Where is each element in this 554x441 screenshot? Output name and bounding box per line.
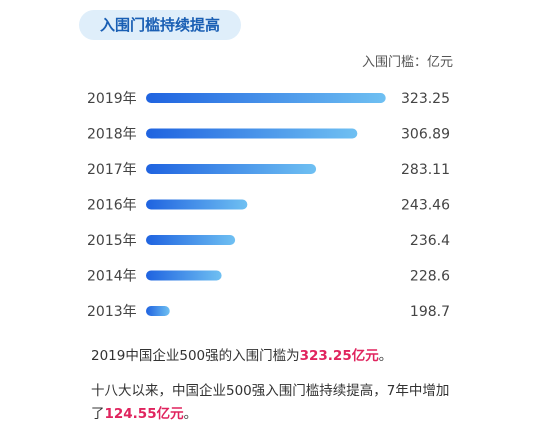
bar — [146, 306, 170, 316]
summary-line-1: 2019中国企业500强的入围门槛为323.25亿元。 — [91, 345, 459, 368]
summary-1-end: 。 — [378, 348, 393, 364]
bar — [146, 270, 222, 281]
unit-label: 入围门槛：亿元 — [361, 55, 453, 70]
value-label: 323.25 — [401, 91, 450, 107]
category-label: 2013年 — [87, 304, 137, 320]
bar — [146, 128, 358, 139]
summary-1-text: 2019中国企业500强的入围门槛为 — [91, 348, 300, 364]
summary-line-2: 十八大以来，中国企业500强入围门槛持续提高，7年中增加了124.55亿元。 — [91, 380, 459, 426]
value-label: 198.7 — [410, 304, 450, 320]
bar — [146, 93, 386, 103]
category-label: 2015年 — [87, 233, 137, 249]
value-label: 283.11 — [401, 162, 450, 178]
summary-2-end: 。 — [183, 406, 198, 422]
category-label: 2019年 — [87, 91, 137, 107]
threshold-2019-highlight: 323.25亿元 — [299, 348, 379, 364]
category-label: 2014年 — [87, 269, 137, 285]
value-label: 228.6 — [410, 269, 450, 285]
value-label: 306.89 — [401, 127, 450, 143]
bar — [146, 164, 317, 174]
category-label: 2016年 — [87, 198, 137, 214]
chart-title-badge: 入围门槛持续提高 — [79, 10, 241, 40]
summary-2-text: 十八大以来，中国企业500强入围门槛持续提高，7年中增加了 — [91, 383, 450, 422]
bar — [146, 199, 248, 210]
increase-highlight: 124.55亿元 — [104, 406, 184, 422]
value-label: 236.4 — [410, 233, 450, 249]
bar-chart: 2019年 323.25 2018年 306.89 2017年 283.11 2016年 24… — [87, 91, 450, 320]
value-label: 243.46 — [401, 198, 450, 214]
category-label: 2017年 — [87, 162, 137, 178]
category-label: 2018年 — [87, 127, 137, 143]
bar — [146, 235, 236, 245]
